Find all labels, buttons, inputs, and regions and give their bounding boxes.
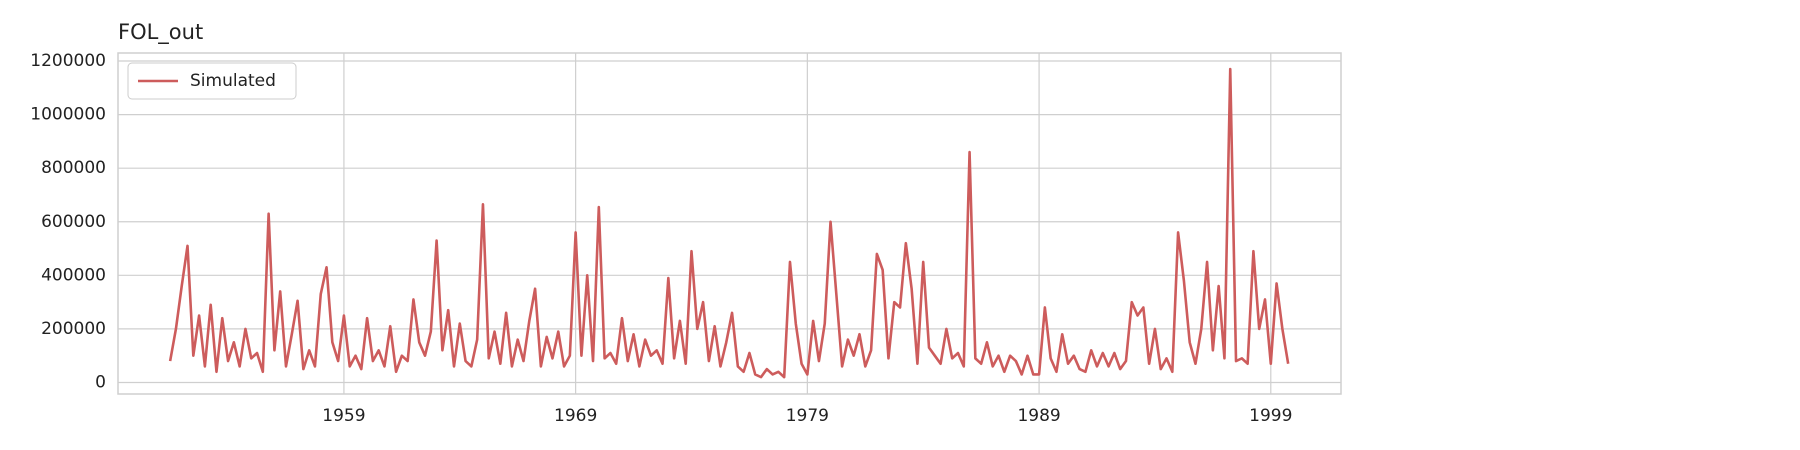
y-tick-label: 0 [95,372,106,392]
x-tick-label: 1969 [554,406,597,426]
chart-title: FOL_out [118,20,203,45]
legend-box [127,62,297,100]
y-tick-label: 400000 [41,265,106,285]
plot-frame [117,52,1342,395]
series-line [168,67,1290,379]
y-tick-label: 1000000 [30,105,106,125]
legend-label: Simulated [190,71,276,91]
x-tick-label: 1959 [322,406,365,426]
y-tick-label: 800000 [41,158,106,178]
y-tick-label: 600000 [41,212,106,232]
y-tick-label: 1200000 [30,51,106,71]
x-tick-label: 1989 [1017,406,1060,426]
y-tick-label: 200000 [41,319,106,339]
x-tick-label: 1999 [1249,406,1292,426]
x-tick-label: 1979 [786,406,829,426]
